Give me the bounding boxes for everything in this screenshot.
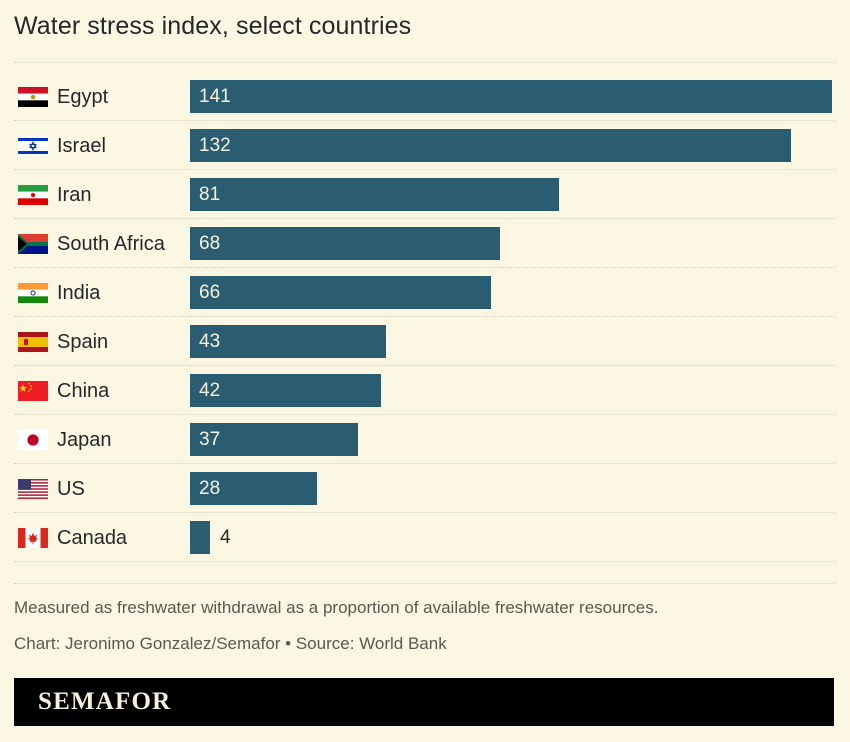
bar[interactable]: 37 bbox=[190, 423, 358, 456]
chart-row[interactable]: China 42 bbox=[0, 366, 850, 415]
chart-row[interactable]: South Africa 68 bbox=[0, 219, 850, 268]
bar-container: 132 bbox=[190, 129, 791, 162]
row-label-group: Japan bbox=[18, 415, 112, 464]
chart-row[interactable]: US 28 bbox=[0, 464, 850, 513]
chart-row[interactable]: Iran 81 bbox=[0, 170, 850, 219]
row-label-group: Egypt bbox=[18, 72, 108, 121]
row-label-group: South Africa bbox=[18, 219, 165, 268]
bar[interactable]: 81 bbox=[190, 178, 559, 211]
bar-container: 68 bbox=[190, 227, 500, 260]
page-title: Water stress index, select countries bbox=[14, 12, 412, 40]
row-divider bbox=[14, 169, 836, 170]
bar-value-label: 132 bbox=[199, 135, 231, 156]
bar-container: 81 bbox=[190, 178, 559, 211]
country-label: India bbox=[57, 281, 101, 304]
bar[interactable]: 43 bbox=[190, 325, 386, 358]
row-divider bbox=[14, 120, 836, 121]
flag-egypt-icon bbox=[18, 86, 48, 107]
chart-row[interactable]: India 66 bbox=[0, 268, 850, 317]
chart-row[interactable]: Japan 37 bbox=[0, 415, 850, 464]
row-divider bbox=[14, 414, 836, 415]
country-label: Japan bbox=[57, 428, 112, 451]
bar[interactable]: 132 bbox=[190, 129, 791, 162]
row-label-group: India bbox=[18, 268, 100, 317]
brand-bar: SEMAFOR bbox=[14, 678, 834, 726]
bar[interactable]: 42 bbox=[190, 374, 381, 407]
bar[interactable]: 4 bbox=[190, 521, 231, 554]
row-label-group: Spain bbox=[18, 317, 108, 366]
row-label-group: China bbox=[18, 366, 109, 415]
flag-china-icon bbox=[18, 380, 48, 401]
bar-container: 66 bbox=[190, 276, 491, 309]
bar-value-label: 141 bbox=[199, 86, 231, 107]
country-label: Iran bbox=[57, 183, 92, 206]
bar-value-label: 37 bbox=[199, 429, 221, 450]
bar-value-label: 66 bbox=[199, 282, 221, 303]
flag-canada-icon bbox=[18, 527, 48, 548]
bar-chart-rows: Egypt 141 Israel 132 Iran 81 South Africa 68 Ind… bbox=[0, 72, 850, 562]
country-label: US bbox=[57, 477, 85, 500]
chart-note: Measured as freshwater withdrawal as a p… bbox=[14, 598, 659, 617]
bar[interactable]: 68 bbox=[190, 227, 500, 260]
row-divider bbox=[14, 267, 836, 268]
row-divider bbox=[14, 561, 836, 562]
flag-india-icon bbox=[18, 282, 48, 303]
flag-spain-icon bbox=[18, 331, 48, 352]
row-label-group: Israel bbox=[18, 121, 106, 170]
flag-iran-icon bbox=[18, 184, 48, 205]
row-label-group: Canada bbox=[18, 513, 127, 562]
row-label-group: Iran bbox=[18, 170, 91, 219]
flag-south-africa-icon bbox=[18, 233, 48, 254]
row-divider bbox=[14, 512, 836, 513]
title-divider bbox=[14, 62, 836, 64]
flag-israel-icon bbox=[18, 135, 48, 156]
chart-row[interactable]: Canada 4 bbox=[0, 513, 850, 562]
country-label: Israel bbox=[57, 134, 106, 157]
bar-container: 4 bbox=[190, 521, 231, 554]
bar-value-label: 81 bbox=[199, 184, 221, 205]
bar-value-label: 42 bbox=[199, 380, 221, 401]
row-divider bbox=[14, 365, 836, 366]
flag-japan-icon bbox=[18, 429, 48, 450]
footer-divider bbox=[14, 583, 836, 584]
bar-value-label: 28 bbox=[199, 478, 221, 499]
chart-credit: Chart: Jeronimo Gonzalez/Semafor • Sourc… bbox=[14, 634, 447, 653]
chart-row[interactable]: Spain 43 bbox=[0, 317, 850, 366]
country-label: South Africa bbox=[57, 232, 165, 255]
bar-value-label: 43 bbox=[199, 331, 221, 352]
row-divider bbox=[14, 316, 836, 317]
bar-container: 141 bbox=[190, 80, 832, 113]
bar-container: 28 bbox=[190, 472, 317, 505]
bar-container: 37 bbox=[190, 423, 358, 456]
flag-us-icon bbox=[18, 478, 48, 499]
row-label-group: US bbox=[18, 464, 85, 513]
bar-value-label: 4 bbox=[220, 527, 231, 548]
bar[interactable]: 141 bbox=[190, 80, 832, 113]
bar[interactable]: 66 bbox=[190, 276, 491, 309]
country-label: China bbox=[57, 379, 110, 402]
row-divider bbox=[14, 463, 836, 464]
chart-row[interactable]: Egypt 141 bbox=[0, 72, 850, 121]
bar-value-label: 68 bbox=[199, 233, 221, 254]
chart-row[interactable]: Israel 132 bbox=[0, 121, 850, 170]
semafor-logo: SEMAFOR bbox=[38, 688, 172, 715]
country-label: Canada bbox=[57, 526, 128, 549]
row-divider bbox=[14, 218, 836, 219]
bar[interactable]: 28 bbox=[190, 472, 317, 505]
bar-container: 43 bbox=[190, 325, 386, 358]
country-label: Egypt bbox=[57, 85, 109, 108]
bar-container: 42 bbox=[190, 374, 381, 407]
country-label: Spain bbox=[57, 330, 109, 353]
